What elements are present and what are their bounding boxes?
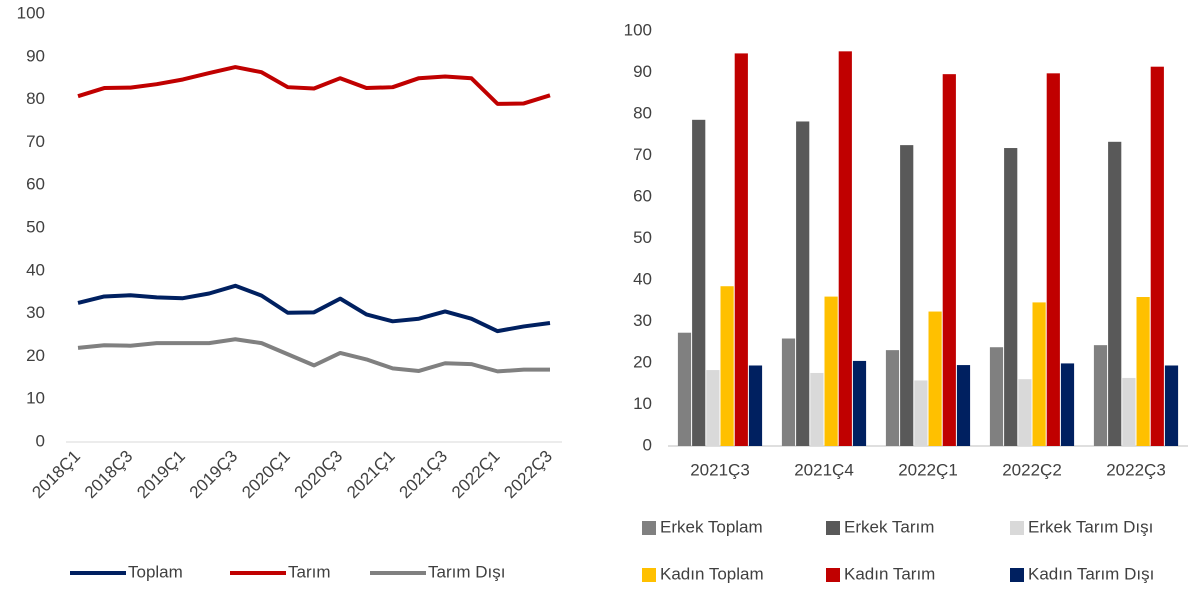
bar: [885, 350, 900, 446]
bar: [1060, 363, 1075, 446]
bar: [1164, 365, 1179, 446]
bar: [989, 347, 1004, 446]
bar: [1018, 379, 1032, 446]
x-tick-label: 2018Ç1: [28, 447, 84, 503]
bar: [796, 121, 810, 446]
x-tick-label: 2021Ç3: [690, 460, 750, 479]
bar: [900, 145, 914, 446]
y-tick-label: 0: [36, 431, 45, 450]
legend-label: Kadın Toplam: [660, 564, 764, 583]
x-tick-label: 2021Ç4: [794, 460, 854, 479]
bar: [706, 370, 720, 446]
bar: [1122, 377, 1136, 446]
legend-label: Kadın Tarım: [844, 564, 935, 583]
y-tick-label: 80: [26, 89, 45, 108]
x-tick-label: 2021Ç3: [396, 447, 452, 503]
legend-swatch: [642, 521, 656, 535]
bar: [942, 74, 956, 446]
bar: [1093, 345, 1108, 446]
legend-label: Tarım Dışı: [428, 562, 505, 581]
legend-swatch: [826, 521, 840, 535]
bar: [852, 360, 867, 446]
legend-label: Erkek Tarım: [844, 517, 934, 536]
x-tick-label: 2020Ç3: [291, 447, 347, 503]
bar: [1046, 73, 1060, 446]
x-tick-label: 2022Ç1: [898, 460, 958, 479]
y-tick-label: 70: [26, 132, 45, 151]
bar: [748, 365, 763, 446]
y-tick-label: 10: [26, 389, 45, 408]
y-tick-label: 40: [633, 269, 652, 288]
legend-swatch: [642, 568, 656, 582]
x-tick-label: 2019Ç3: [186, 447, 242, 503]
bar: [914, 380, 928, 446]
y-tick-label: 20: [633, 352, 652, 371]
line-series: [77, 283, 551, 334]
legend-label: Erkek Toplam: [660, 517, 763, 536]
y-tick-label: 30: [26, 303, 45, 322]
y-tick-label: 100: [17, 3, 45, 22]
line-series: [77, 337, 550, 374]
bar: [824, 296, 838, 446]
legend-label: Tarım: [288, 562, 331, 581]
y-tick-label: 100: [624, 20, 652, 39]
legend-swatch: [1010, 521, 1024, 535]
x-tick-label: 2022Ç3: [1106, 460, 1166, 479]
bar: [692, 119, 706, 446]
line-series: [77, 65, 551, 106]
y-tick-label: 40: [26, 260, 45, 279]
y-tick-label: 90: [633, 62, 652, 81]
y-tick-label: 50: [26, 217, 45, 236]
bar: [810, 372, 824, 446]
bar: [1032, 302, 1046, 446]
bar: [734, 53, 748, 446]
x-tick-label: 2020Ç1: [238, 447, 294, 503]
bar: [677, 332, 692, 446]
x-tick-label: 2022Ç2: [1002, 460, 1062, 479]
bar: [781, 338, 796, 446]
y-tick-label: 60: [26, 175, 45, 194]
x-tick-label: 2018Ç3: [81, 447, 137, 503]
x-tick-label: 2019Ç1: [133, 447, 189, 503]
x-tick-label: 2021Ç1: [343, 447, 399, 503]
y-tick-label: 30: [633, 311, 652, 330]
legend-label: Kadın Tarım Dışı: [1028, 564, 1154, 583]
y-tick-label: 0: [643, 435, 652, 454]
legend-label: Erkek Tarım Dışı: [1028, 517, 1153, 536]
bar: [956, 365, 971, 446]
bar: [1150, 66, 1164, 446]
y-tick-label: 70: [633, 145, 652, 164]
bar: [1136, 297, 1150, 446]
legend-swatch: [826, 568, 840, 582]
bar: [838, 51, 852, 447]
legend-label: Toplam: [128, 562, 183, 581]
y-tick-label: 10: [633, 394, 652, 413]
y-tick-label: 80: [633, 103, 652, 122]
legend-swatch: [1010, 568, 1024, 582]
bar: [928, 311, 942, 446]
y-tick-label: 50: [633, 228, 652, 247]
bar: [1108, 141, 1122, 446]
y-tick-label: 20: [26, 346, 45, 365]
y-tick-label: 90: [26, 46, 45, 65]
x-tick-label: 2022Ç3: [500, 447, 556, 503]
y-tick-label: 60: [633, 186, 652, 205]
x-tick-label: 2022Ç1: [448, 447, 504, 503]
bar: [720, 286, 734, 446]
bar: [1004, 148, 1018, 446]
